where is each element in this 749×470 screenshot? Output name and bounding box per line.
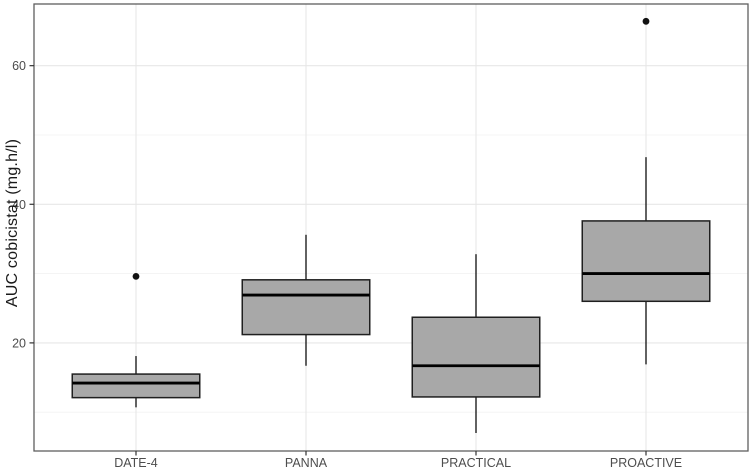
y-tick-label: 40 (12, 198, 26, 212)
x-category-label: PROACTIVE (610, 456, 682, 470)
y-axis-title: AUC cobicistat (mg.h/l) (4, 138, 21, 308)
x-category-label: PANNA (285, 456, 328, 470)
y-tick-label: 60 (12, 59, 26, 73)
box-rect-PANNA (241, 279, 371, 336)
outlier-point-DATE-4 (132, 272, 140, 280)
box-rect-DATE-4 (71, 373, 201, 399)
x-category-label: PRACTICAL (441, 456, 511, 470)
x-category-label: DATE-4 (114, 456, 158, 470)
box-rect-PROACTIVE (581, 220, 711, 303)
panel-border (33, 3, 749, 452)
y-tick-label: 20 (12, 336, 26, 350)
outlier-point-PROACTIVE (642, 17, 650, 25)
box-rect-PRACTICAL (411, 316, 541, 398)
